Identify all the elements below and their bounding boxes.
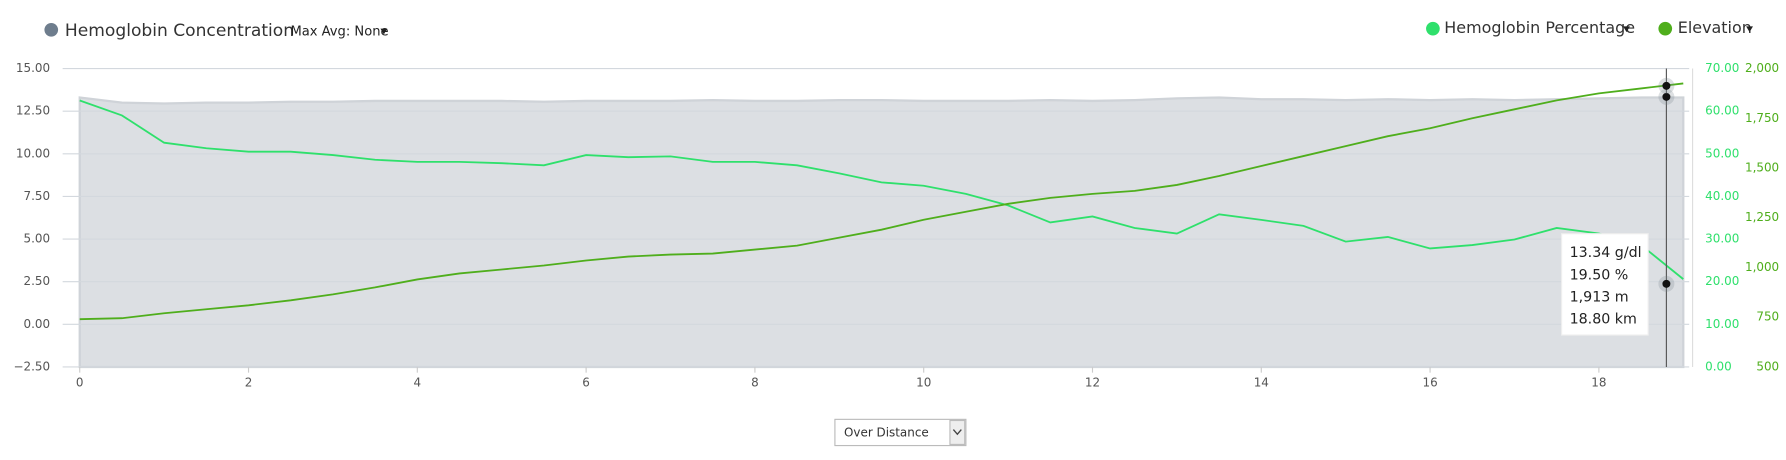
legend-dot <box>1426 21 1440 36</box>
tooltip-line: 1,913 m <box>1570 289 1629 305</box>
tooltip-line: 18.80 km <box>1570 312 1637 328</box>
caret[interactable] <box>1746 26 1753 33</box>
y-tick-label: 2.50 <box>24 274 51 288</box>
legend-dot <box>1658 21 1673 36</box>
y-tick-label: 7.50 <box>24 189 51 203</box>
y-tick-label: 12.50 <box>16 104 50 118</box>
y-tick-label: 0.00 <box>24 317 51 331</box>
y-tick-label: 5.00 <box>24 232 51 246</box>
tooltip-line: 19.50 % <box>1570 267 1629 283</box>
select-box[interactable] <box>834 418 967 447</box>
x-tick-label: 16 <box>1422 375 1437 389</box>
caret[interactable] <box>1623 26 1630 33</box>
y3-tick-label: 1,750 <box>1745 111 1779 125</box>
y2-tick-label: 40.00 <box>1705 189 1739 203</box>
area <box>78 96 1685 369</box>
line <box>79 99 1684 280</box>
y-tick-label: −2.50 <box>14 359 51 373</box>
legend-label[interactable]: Elevation <box>1678 18 1752 37</box>
y-tick-label: 10.00 <box>16 146 50 160</box>
y3-tick-label: 1,500 <box>1745 161 1779 175</box>
y3-tick-label: 1,000 <box>1745 260 1779 274</box>
cursor-dot <box>1662 81 1671 90</box>
select-arrow[interactable] <box>952 429 962 436</box>
select-button[interactable] <box>949 419 966 445</box>
mode-select[interactable]: Over Distance <box>834 418 967 447</box>
y2-tick-label: 70.00 <box>1705 61 1739 75</box>
legend-label[interactable]: Hemoglobin Percentage <box>1444 18 1635 37</box>
y2-tick-label: 30.00 <box>1705 232 1739 246</box>
tooltip-box <box>1561 233 1649 336</box>
y2-tick-label: 0.00 <box>1705 359 1732 373</box>
cursor-dot <box>1662 279 1671 288</box>
select-label[interactable]: Over Distance <box>844 426 929 440</box>
legend-label[interactable]: Hemoglobin Concentration <box>65 21 294 41</box>
x-tick-label: 10 <box>916 375 931 389</box>
y3-tick-label: 750 <box>1756 310 1779 324</box>
x-tick-label: 8 <box>751 375 759 389</box>
x-tick-label: 6 <box>582 375 590 389</box>
x-tick-label: 2 <box>245 375 253 389</box>
tooltip-line: 13.34 g/dl <box>1570 245 1642 261</box>
y2-tick-label: 60.00 <box>1705 104 1739 118</box>
x-tick-label: 4 <box>414 375 422 389</box>
x-tick-label: 14 <box>1254 375 1269 389</box>
y2-tick-label: 20.00 <box>1705 274 1739 288</box>
cursor-dot <box>1662 92 1671 101</box>
x-tick-label: 12 <box>1085 375 1100 389</box>
y3-tick-label: 2,000 <box>1745 61 1779 75</box>
caret[interactable] <box>380 28 388 35</box>
y2-tick-label: 10.00 <box>1705 317 1739 331</box>
plot: −2.50 0.00 2.50 5.00 7.50 10.00 12.50 15.00 0.00… <box>14 61 1780 389</box>
line <box>79 82 1684 321</box>
y-tick-label: 15.00 <box>16 61 50 75</box>
y3-tick-label: 500 <box>1756 359 1779 373</box>
legend-dot <box>44 22 59 37</box>
x-tick-label: 18 <box>1591 375 1606 389</box>
max-avg[interactable]: Max Avg: None <box>290 25 388 40</box>
x-tick-label: 0 <box>76 375 84 389</box>
y2-tick-label: 50.00 <box>1705 146 1739 160</box>
y3-tick-label: 1,250 <box>1745 210 1779 224</box>
